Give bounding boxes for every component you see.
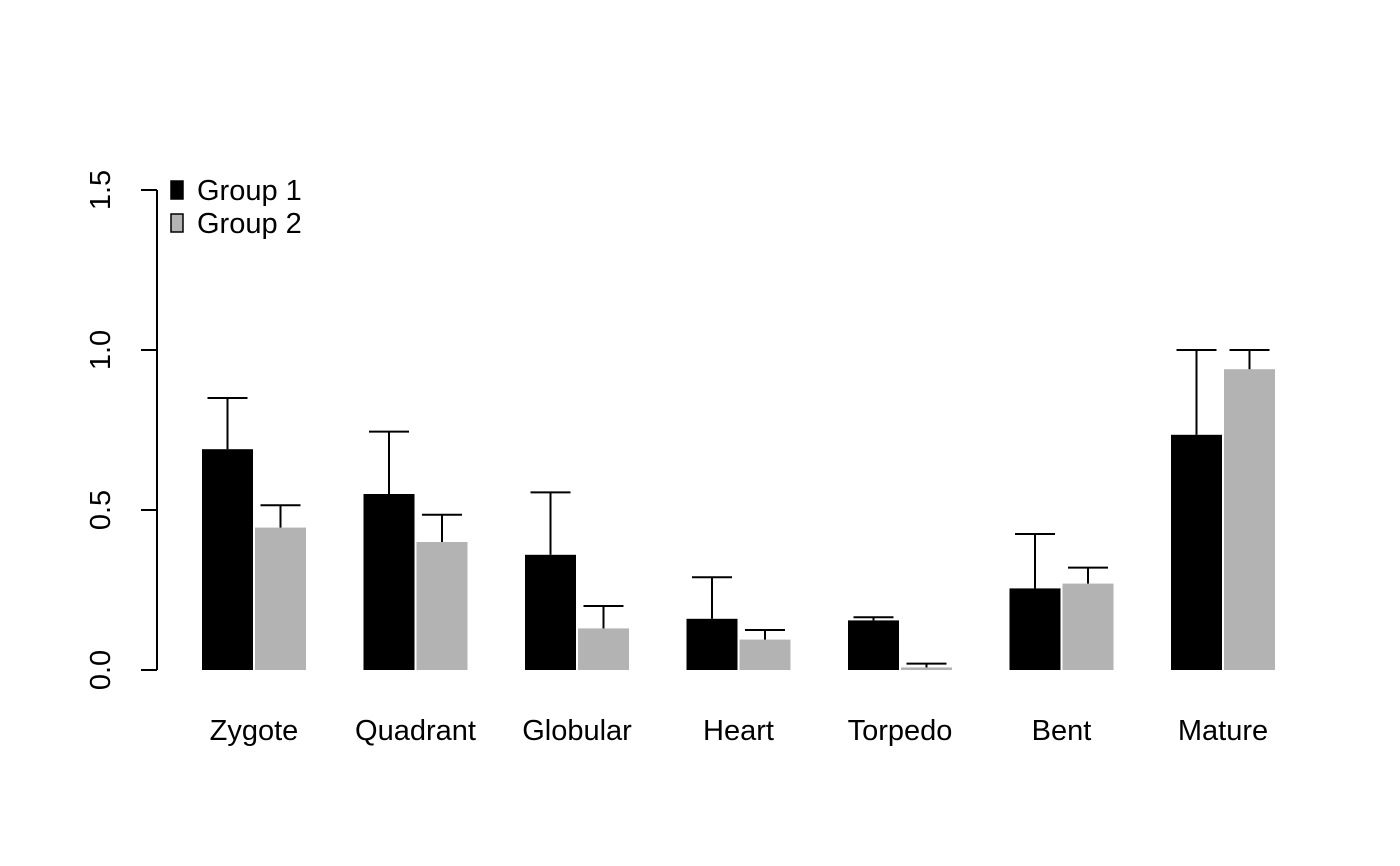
bar-mature-group-1 — [1171, 434, 1222, 670]
x-tick-label: Heart — [703, 715, 774, 747]
y-tick-label: 1.5 — [85, 170, 117, 210]
x-tick-label: Zygote — [210, 715, 299, 747]
x-tick-label: Globular — [522, 715, 632, 747]
y-tick-label: 1.0 — [85, 330, 117, 370]
bar-quadrant-group-1 — [363, 494, 415, 670]
error-bars — [207, 349, 1270, 668]
bar-mature-group-2 — [1224, 369, 1275, 670]
x-tick-label: Quadrant — [355, 715, 476, 747]
bar-heart-group-1 — [686, 618, 738, 670]
x-tick-label: Torpedo — [848, 715, 953, 747]
y-axis: 0.0 0.5 1.0 1.5 — [85, 170, 158, 690]
x-tick-label: Mature — [1178, 715, 1268, 747]
bar-heart-group-2 — [739, 639, 791, 670]
bar-bent-group-1 — [1009, 588, 1061, 670]
x-tick-label: Bent — [1032, 715, 1092, 747]
y-tick-label: 0.5 — [85, 490, 117, 530]
bar-globular-group-1 — [525, 554, 576, 670]
bar-quadrant-group-2 — [416, 542, 468, 670]
y-tick-label: 0.0 — [85, 650, 117, 690]
bar-zygote-group-1 — [202, 449, 253, 670]
bars — [202, 369, 1275, 670]
legend-swatch-1 — [170, 180, 184, 200]
bar-torpedo-group-2 — [901, 667, 952, 670]
x-axis-labels: Zygote Quadrant Globular Heart Torpedo Bent Ma… — [210, 715, 1268, 747]
bar-torpedo-group-1 — [848, 620, 899, 670]
bar-bent-group-2 — [1062, 583, 1114, 670]
legend-label-2: Group 2 — [197, 208, 302, 240]
bar-globular-group-2 — [578, 628, 629, 670]
legend-label-1: Group 1 — [197, 175, 302, 207]
legend-swatch-2 — [170, 213, 184, 233]
bar-zygote-group-2 — [255, 527, 306, 670]
